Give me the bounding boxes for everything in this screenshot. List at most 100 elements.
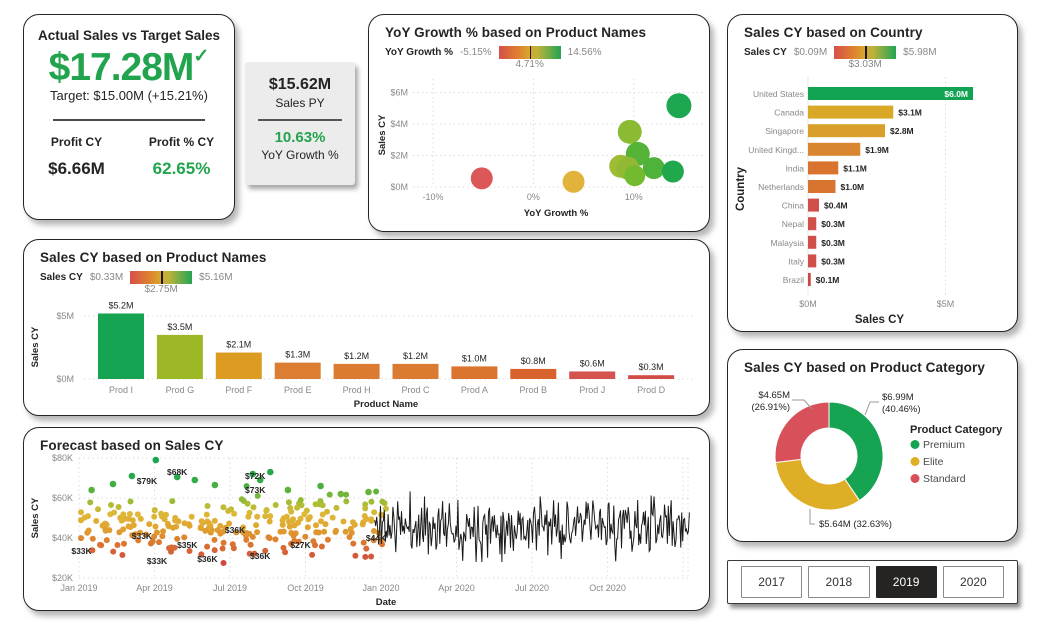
svg-text:$1.1M: $1.1M xyxy=(843,163,867,173)
gradient-bar: 4.71% xyxy=(498,45,561,70)
product-bar-Prod-I[interactable] xyxy=(98,313,144,379)
gradient-mid-tick xyxy=(865,45,867,59)
check-icon: ✓ xyxy=(193,46,210,67)
year-button-2019[interactable]: 2019 xyxy=(875,566,937,598)
product-bar-Prod-B[interactable] xyxy=(510,368,557,379)
country-bar-Singapore[interactable] xyxy=(808,124,885,138)
year-slicer: 2017 2018 2019 2020 xyxy=(727,560,1018,604)
svg-text:Italy: Italy xyxy=(788,256,804,266)
legend-label: YoY Growth % xyxy=(385,46,453,58)
svg-text:$27K: $27K xyxy=(290,540,311,550)
svg-text:Apr 2019: Apr 2019 xyxy=(136,583,173,593)
svg-text:$33K: $33K xyxy=(132,531,153,541)
svg-text:Prod J: Prod J xyxy=(579,385,605,395)
year-button-2017[interactable]: 2017 xyxy=(741,566,803,598)
svg-text:$2M: $2M xyxy=(390,150,408,160)
country-bar-Brazil[interactable] xyxy=(808,273,811,286)
product-bar-Prod-E[interactable] xyxy=(274,362,321,379)
scatter-point-Prod-A[interactable] xyxy=(661,160,684,183)
svg-text:Canada: Canada xyxy=(774,108,804,118)
gradient-legend: YoY Growth % -5.15% 4.71% 14.56% xyxy=(385,45,709,70)
product-bar-Prod-G[interactable] xyxy=(156,334,203,379)
svg-text:$0.3M: $0.3M xyxy=(639,362,664,372)
legend-dot-Standard xyxy=(910,474,920,483)
svg-text:China: China xyxy=(782,201,804,211)
svg-text:$35K: $35K xyxy=(177,540,198,550)
product-bar-Prod-A[interactable] xyxy=(451,366,498,379)
country-bars-plot[interactable]: United States $6.0M Canada $3.1M Singapore $2… xyxy=(732,73,1015,329)
svg-text:$4.65M: $4.65M xyxy=(758,390,790,401)
svg-text:Malaysia: Malaysia xyxy=(770,238,804,248)
chart-title: YoY Growth % based on Product Names xyxy=(385,25,647,40)
svg-text:Brazil: Brazil xyxy=(783,275,804,285)
svg-text:$79K: $79K xyxy=(137,476,158,486)
sales-py-value: $15.62M xyxy=(268,76,332,93)
svg-text:$1.3M: $1.3M xyxy=(285,350,310,360)
svg-text:$36K: $36K xyxy=(225,525,246,535)
country-bar-UnitedStates[interactable] xyxy=(808,87,973,100)
svg-text:Sales CY: Sales CY xyxy=(377,114,388,155)
svg-text:$2.8M: $2.8M xyxy=(890,126,914,136)
svg-text:(26.91%): (26.91%) xyxy=(751,402,790,413)
forecast-plot[interactable]: $20K $40K $60K $80K Jan 2019 Apr 2019 Jul 2019… xyxy=(28,452,707,610)
scatter-point-Prod-C[interactable] xyxy=(642,157,665,180)
legend-label: Sales CY xyxy=(744,46,787,58)
svg-text:$80K: $80K xyxy=(52,453,73,463)
svg-text:$5M: $5M xyxy=(937,299,955,309)
country-bar-UnitedKingd[interactable] xyxy=(808,142,861,156)
country-bar-Canada[interactable] xyxy=(808,105,894,119)
svg-text:Elite: Elite xyxy=(923,456,944,468)
donut-plot[interactable]: $6.99M (40.46%) $5.64M (32.63%) $4.65M (26.9… xyxy=(732,376,1015,540)
donut-slice-Premium[interactable] xyxy=(828,401,884,502)
gradient-bar: $2.75M xyxy=(130,270,193,295)
svg-text:United Kingd...: United Kingd... xyxy=(748,145,804,155)
country-bar-China[interactable] xyxy=(808,198,819,212)
svg-text:$68K: $68K xyxy=(167,467,188,477)
product-bar-Prod-D[interactable] xyxy=(628,375,675,379)
profit-cy-block: Profit CY $6.66M xyxy=(24,135,129,179)
country-bar-India[interactable] xyxy=(808,161,839,175)
donut-slice-Standard[interactable] xyxy=(774,401,830,464)
svg-text:Country: Country xyxy=(735,166,747,211)
profit-pct-label: Profit % CY xyxy=(148,135,215,149)
scatter-point-Prod-J[interactable] xyxy=(470,167,493,190)
country-bar-Netherlands[interactable] xyxy=(808,180,836,193)
product-bar-Prod-C[interactable] xyxy=(392,363,439,379)
svg-text:$20K: $20K xyxy=(52,573,73,583)
svg-text:Prod H: Prod H xyxy=(343,385,371,395)
legend-dot-Premium xyxy=(910,440,920,449)
profit-pct-value: 62.65% xyxy=(152,159,211,178)
forecast-line xyxy=(374,491,690,563)
yoy-scatter-plot[interactable]: $0M $2M $4M $6M -10% 0% 10% YoY Growth % Sales C… xyxy=(373,73,707,229)
svg-text:Jul 2019: Jul 2019 xyxy=(213,583,247,593)
product-bar-Prod-H[interactable] xyxy=(333,363,380,379)
gradient-bar: $3.03M xyxy=(834,45,897,70)
legend-max: $5.16M xyxy=(199,271,233,283)
year-button-2020[interactable]: 2020 xyxy=(942,566,1004,598)
product-bars-plot[interactable]: $0M $5M $5.2M Prod I $3.5M Prod G $2.1M Prod F $… xyxy=(28,290,707,414)
svg-text:Netherlands: Netherlands xyxy=(758,182,804,192)
kpi-sub-metrics: Profit CY $6.66M Profit % CY 62.65% xyxy=(24,135,234,179)
scatter-point-Prod-I[interactable] xyxy=(666,93,692,119)
product-bar-Prod-F[interactable] xyxy=(215,352,262,379)
svg-text:$0.6M: $0.6M xyxy=(580,358,605,368)
svg-text:Prod E: Prod E xyxy=(284,385,312,395)
svg-text:India: India xyxy=(786,163,805,173)
country-bar-Malaysia[interactable] xyxy=(808,235,817,249)
svg-text:10%: 10% xyxy=(625,192,643,202)
svg-text:$40K: $40K xyxy=(52,533,73,543)
svg-text:$5.64M (32.63%): $5.64M (32.63%) xyxy=(819,519,892,530)
product-bar-Prod-J[interactable] xyxy=(569,371,616,379)
svg-text:Date: Date xyxy=(376,597,397,608)
donut-slice-Elite[interactable] xyxy=(774,458,861,511)
scatter-point-Prod-B[interactable] xyxy=(624,165,646,187)
svg-text:$1.0M: $1.0M xyxy=(462,353,487,363)
svg-text:$0.1M: $0.1M xyxy=(816,275,840,285)
scatter-point-Prod-D[interactable] xyxy=(562,170,585,193)
country-bar-Nepal[interactable] xyxy=(808,217,817,231)
year-button-2018[interactable]: 2018 xyxy=(808,566,870,598)
country-bar-Italy[interactable] xyxy=(808,254,817,268)
svg-text:$6.0M: $6.0M xyxy=(944,89,968,99)
profit-cy-label: Profit CY xyxy=(50,135,103,149)
scatter-point-Prod-G[interactable] xyxy=(617,119,642,144)
